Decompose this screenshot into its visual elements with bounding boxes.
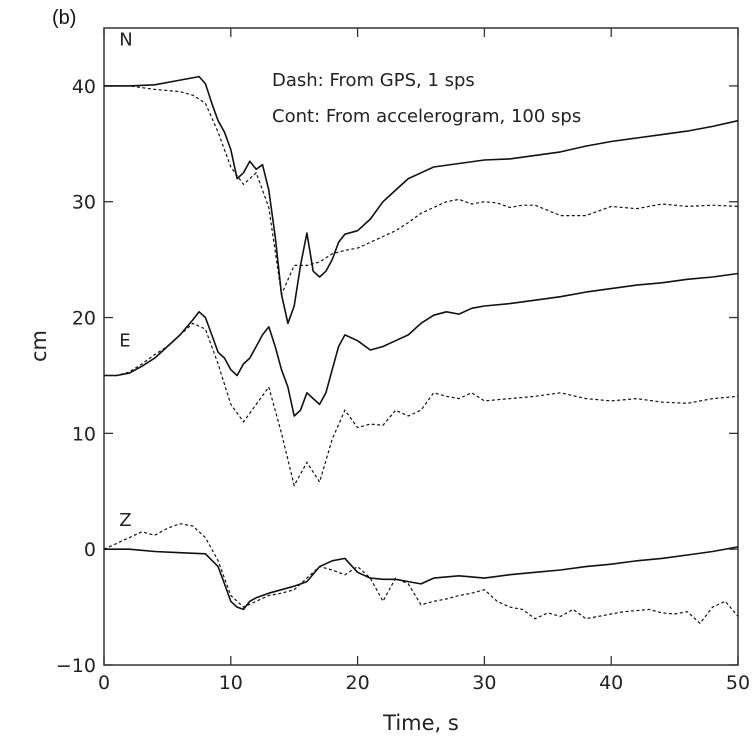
x-axis-label: Time, s [382,711,459,735]
legend-line-dash: Dash: From GPS, 1 sps [272,70,475,91]
y-tick-label: 40 [72,76,96,98]
panel-label: (b) [52,7,76,29]
legend-line-cont: Cont: From accelerogram, 100 sps [272,106,581,127]
series-z-dash [103,523,739,625]
x-tick-label: 30 [472,672,496,694]
plot-frame [103,27,739,666]
y-tick-label: 0 [84,539,96,561]
x-tick-label: 50 [726,672,750,694]
series-e-dash [104,322,739,488]
series-z-continuous [104,546,739,611]
x-tick-label: 0 [98,672,110,694]
y-tick-label: 30 [72,192,96,214]
x-tick-label: 20 [346,672,370,694]
y-tick-label: 10 [72,423,96,445]
series-n-dash [104,85,739,297]
labels-layer: N E Z [119,29,132,531]
component-label-e: E [119,331,130,352]
series-e-continuous [104,272,739,417]
component-label-n: N [119,29,132,50]
component-label-z: Z [119,510,131,531]
y-tick-label: 20 [72,308,96,330]
y-tick-label: −10 [56,655,96,677]
x-tick-label: 40 [599,672,623,694]
series-layer [103,75,739,625]
y-axis-label: cm [27,330,51,362]
x-tick-label: 10 [219,672,243,694]
series-n-continuous [104,75,739,325]
